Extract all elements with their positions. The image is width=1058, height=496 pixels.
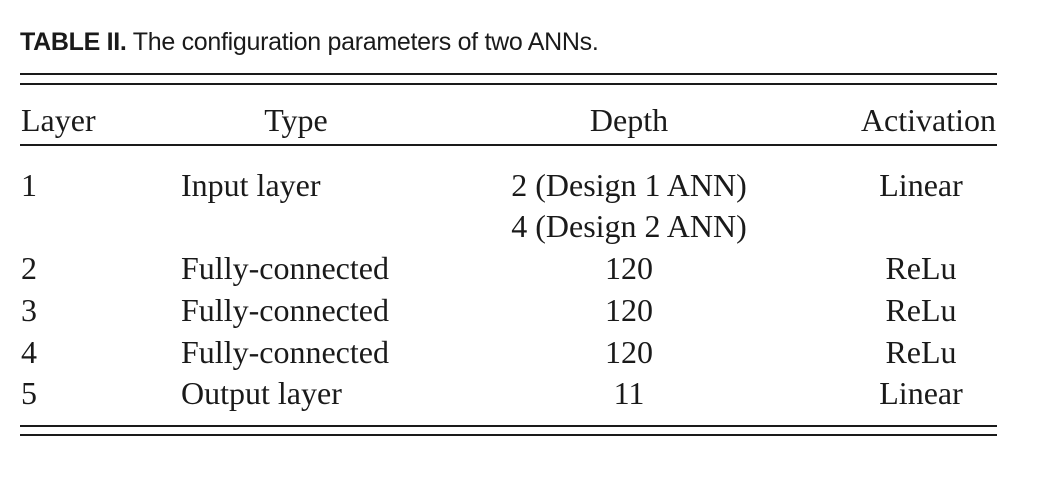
cell-depth: 120 [605, 292, 653, 328]
cell-activation: Linear [879, 375, 963, 411]
cell-type: Output layer [181, 375, 342, 411]
cell-type: Fully-connected [181, 334, 389, 370]
cell-activation: ReLu [885, 334, 957, 370]
cell-layer: 4 [21, 334, 37, 370]
top-rule-outer [20, 73, 997, 75]
cell-layer: 1 [21, 167, 37, 203]
table-caption-label: TABLE II. [20, 28, 127, 56]
cell-depth: 120 [605, 334, 653, 370]
table-caption-text: The configuration parameters of two ANNs… [132, 28, 599, 56]
cell-type: Input layer [181, 167, 321, 203]
cell-type: Fully-connected [181, 250, 389, 286]
table-caption: TABLE II. The configuration parameters o… [20, 28, 599, 57]
bottom-rule-inner [20, 425, 997, 427]
cell-depth-second-line: 4 (Design 2 ANN) [511, 208, 747, 244]
header-layer: Layer [21, 102, 96, 138]
header-depth: Depth [589, 102, 669, 138]
cell-layer: 2 [21, 250, 37, 286]
header-rule [20, 144, 997, 146]
cell-layer: 5 [21, 375, 37, 411]
cell-depth: 11 [613, 375, 645, 411]
cell-depth: 2 (Design 1 ANN) [511, 167, 747, 203]
bottom-rule-outer [20, 434, 997, 436]
cell-activation: ReLu [885, 292, 957, 328]
cell-activation: ReLu [885, 250, 957, 286]
cell-layer: 3 [21, 292, 37, 328]
header-activation: Activation [860, 102, 996, 138]
cell-depth: 120 [605, 250, 653, 286]
top-rule-inner [20, 83, 997, 85]
cell-activation: Linear [879, 167, 963, 203]
cell-type: Fully-connected [181, 292, 389, 328]
header-type: Type [264, 102, 328, 138]
